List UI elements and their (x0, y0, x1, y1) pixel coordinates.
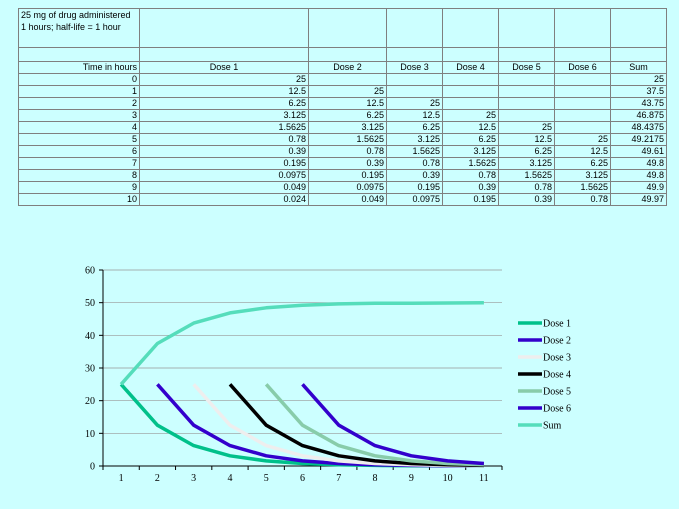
table-row: 3 3.125 6.25 12.5 25 46.875 (18, 109, 667, 122)
x-tick-label: 11 (479, 473, 489, 484)
cell[interactable] (386, 8, 443, 48)
legend-label: Dose 6 (543, 404, 571, 415)
legend-label: Dose 4 (543, 370, 571, 381)
cell[interactable] (554, 8, 611, 48)
legend-label: Dose 5 (543, 387, 571, 398)
x-tick-label: 8 (373, 473, 378, 484)
table-row: 6 0.39 0.78 1.5625 3.125 6.25 12.5 49.61 (18, 145, 667, 158)
y-tick-label: 40 (85, 331, 95, 342)
legend-label: Dose 1 (543, 319, 571, 330)
table-row: 4 1.5625 3.125 6.25 12.5 25 48.4375 (18, 121, 667, 134)
legend-label: Sum (543, 421, 562, 432)
cell[interactable] (610, 8, 667, 48)
cell[interactable] (442, 8, 499, 48)
table-cell[interactable]: 0.024 (139, 193, 309, 206)
x-tick-label: 9 (409, 473, 414, 484)
x-tick-label: 2 (155, 473, 160, 484)
x-tick-label: 1 (119, 473, 124, 484)
series-line-dose-5 (264, 383, 484, 467)
x-tick-label: 6 (300, 473, 305, 484)
y-tick-label: 0 (90, 462, 95, 473)
y-tick-label: 30 (85, 364, 95, 375)
table-cell[interactable]: 10 (18, 193, 140, 206)
cell[interactable] (139, 8, 309, 48)
y-tick-label: 50 (85, 298, 95, 309)
table-row: 1 12.5 25 37.5 (18, 85, 667, 98)
series-line-dose-4 (228, 383, 484, 468)
legend-label: Dose 2 (543, 336, 571, 347)
table-row: 5 0.78 1.5625 3.125 6.25 12.5 25 49.2175 (18, 133, 667, 146)
x-tick-label: 7 (336, 473, 341, 484)
data-table: 25 mg of drug administered 1 hours; half… (18, 8, 667, 206)
table-row: 9 0.049 0.0975 0.195 0.39 0.78 1.5625 49.9 (18, 181, 667, 194)
table-title[interactable]: 25 mg of drug administered 1 hours; half… (18, 8, 140, 48)
x-tick-label: 4 (227, 473, 232, 484)
table-row: 2 6.25 12.5 25 43.75 (18, 97, 667, 110)
table-row: 7 0.195 0.39 0.78 1.5625 3.125 6.25 49.8 (18, 157, 667, 170)
y-tick-label: 20 (85, 396, 95, 407)
legend-label: Dose 3 (543, 353, 571, 364)
series-line-sum (119, 301, 484, 386)
x-tick-label: 10 (443, 473, 453, 484)
table-cell[interactable]: 49.97 (610, 193, 667, 206)
table-row: 0 25 25 (18, 73, 667, 86)
y-tick-label: 10 (85, 429, 95, 440)
table-row: 10 0.024 0.049 0.0975 0.195 0.39 0.78 49.97 (18, 193, 667, 206)
series-line-dose-6 (301, 383, 485, 466)
y-tick-label: 60 (85, 266, 95, 277)
x-tick-label: 3 (191, 473, 196, 484)
x-tick-label: 5 (264, 473, 269, 484)
table-row: 8 0.0975 0.195 0.39 0.78 1.5625 3.125 49.8 (18, 169, 667, 182)
